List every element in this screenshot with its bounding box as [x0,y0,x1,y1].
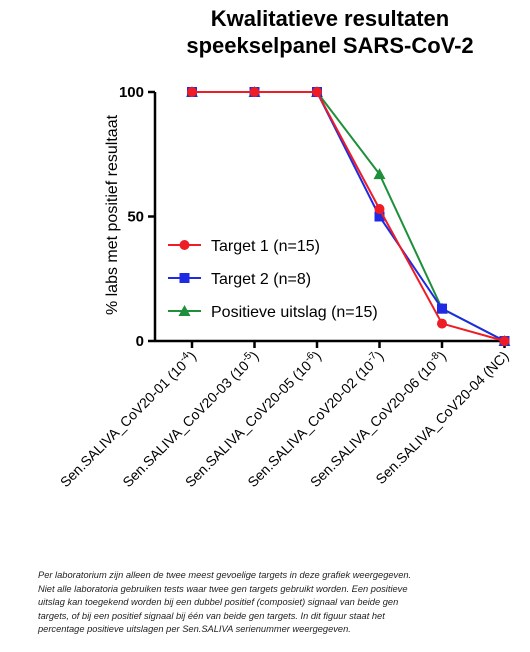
data-point [374,211,385,222]
x-tick-label-6: Sen.SALIVA_CoV20-04 (NC) [372,348,511,487]
legend-entry-1: Target 1 (n=15) [168,238,320,255]
data-point [312,87,322,97]
series-layer [186,86,511,346]
data-point [373,168,386,180]
x-tick-label-4: Sen.SALIVA_CoV20-02 (10-7) [244,347,387,490]
chart-title-line-1: Kwalitatieve resultaten [211,6,449,31]
chart-title: Kwalitatieve resultaten speekselpanel SA… [186,6,473,58]
data-point [499,336,510,346]
data-point [437,303,447,314]
chart: Kwalitatieve resultaten speekselpanel SA… [56,6,512,490]
legend-entry-2: Target 2 (n=8) [168,271,311,288]
data-point [374,204,385,215]
data-point [178,305,191,316]
caption-line-1: Per laboratorium zijn alleen de twee mee… [38,570,412,580]
x-tick-label-1: Sen.SALIVA_CoV20-01 (10-4) [56,347,199,490]
data-point [179,240,190,250]
data-point [437,318,447,329]
legend: Target 1 (n=15) Target 2 (n=8) Positieve u… [168,238,378,321]
data-point [249,87,260,97]
data-point [187,87,197,97]
y-tick-label-0: 0 [136,333,144,350]
legend-label: Target 1 (n=15) [211,238,320,255]
chart-title-line-2: speekselpanel SARS-CoV-2 [186,33,473,58]
legend-label: Positieve uitslag (n=15) [211,304,378,321]
legend-label: Target 2 (n=8) [211,271,311,288]
x-tick-label-5: Sen.SALIVA_CoV20-06 (10-8) [306,347,449,490]
series-1 [187,87,510,346]
y-tick-label-50: 50 [127,209,144,226]
caption: Per laboratorium zijn alleen de twee mee… [38,569,508,637]
y-axis-label: % labs met positief resultaat [104,114,121,315]
caption-line-2: Niet alle laboratoria gebruiken tests wa… [38,583,408,594]
legend-entry-3: Positieve uitslag (n=15) [168,304,378,321]
caption-line-5: percentage positieve uitslagen per Sen.S… [38,624,351,635]
x-tick-label-3: Sen.SALIVA_CoV20-05 (10-6) [181,347,324,490]
caption-line-4: targets, of bij een positief signaal bij… [38,610,385,621]
series-line [192,91,505,342]
x-tick-label-2: Sen.SALIVA_CoV20-03 (10-5) [119,347,262,490]
y-tick-label-100: 100 [119,84,144,101]
caption-line-3: uitslag kan toegekend worden bij een dub… [38,597,399,608]
data-point [179,273,190,283]
category-labels: Sen.SALIVA_CoV20-01 (10-4)Sen.SALIVA_CoV… [56,347,512,490]
